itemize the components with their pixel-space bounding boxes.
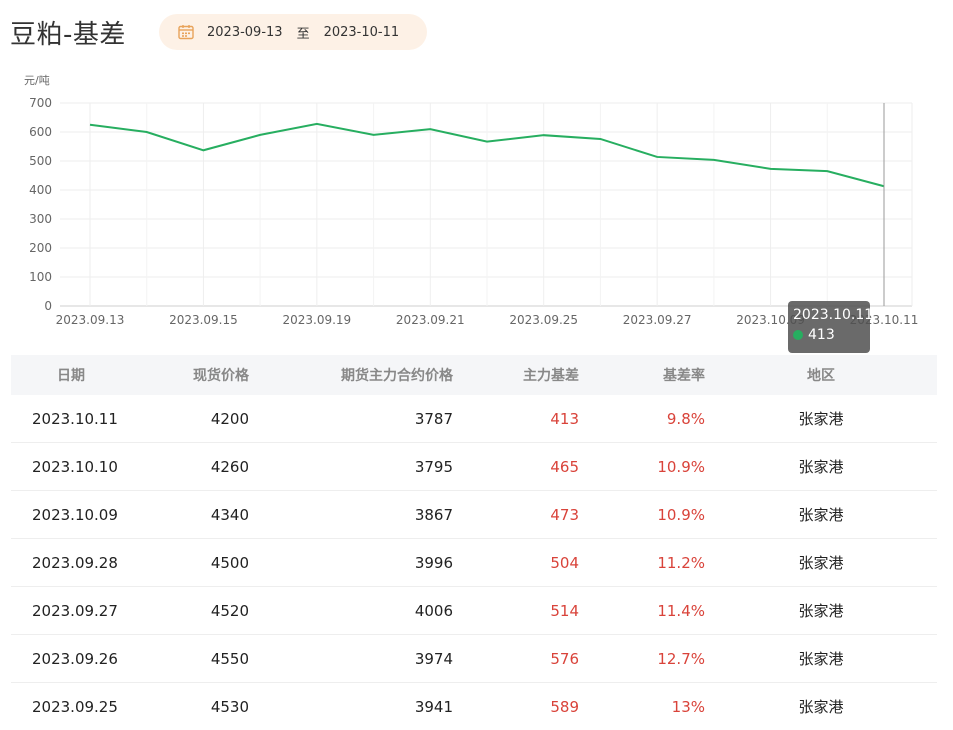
y-tick-label: 600 (29, 125, 52, 139)
cell-basis: 413 (550, 409, 579, 428)
cell-date: 2023.09.27 (32, 601, 118, 620)
cell-date: 2023.09.28 (32, 553, 118, 572)
cell-region: 张家港 (798, 650, 844, 668)
x-tick-label: 2023.10.09 (736, 313, 805, 327)
cell-futures-price: 3867 (414, 505, 453, 524)
y-axis-unit: 元/吨 (24, 74, 50, 87)
date-separator: 至 (296, 26, 310, 42)
x-tick-label: 2023.09.19 (282, 313, 351, 327)
cell-date: 2023.10.10 (32, 457, 118, 476)
cell-basis-rate: 11.2% (657, 553, 705, 572)
col-basis-rate-header[interactable]: 基差率 (663, 368, 705, 384)
cell-futures-price: 4006 (414, 601, 453, 620)
cell-spot-price: 4260 (210, 457, 249, 476)
y-tick-label: 0 (44, 299, 52, 313)
cell-basis-rate: 12.7% (657, 649, 705, 668)
col-region-header[interactable]: 地区 (807, 368, 835, 384)
x-tick-label: 2023.09.21 (396, 313, 465, 327)
x-tick-label: 2023.09.13 (56, 313, 125, 327)
chart-tooltip: 2023.10.11 413 (788, 301, 874, 353)
calendar-icon (177, 23, 195, 41)
cell-basis: 504 (550, 553, 579, 572)
cell-spot-price: 4550 (210, 649, 249, 668)
cell-region: 张家港 (798, 602, 844, 620)
table-row[interactable]: 2023.10.09 4340 3867 473 10.9% 张家港 (11, 491, 937, 539)
col-date-header[interactable]: 日期 (57, 368, 85, 384)
cell-date: 2023.09.26 (32, 649, 118, 668)
cell-basis: 589 (550, 697, 579, 716)
basis-chart[interactable]: 元/吨 0 100 200 300 400 500 600 700 2023.09.13 202… (0, 62, 953, 353)
cell-region: 张家港 (798, 554, 844, 572)
table-header: 日期 现货价格 期货主力合约价格 主力基差 基差率 地区 (11, 355, 937, 395)
col-futures-price-header[interactable]: 期货主力合约价格 (341, 368, 453, 384)
cell-basis-rate: 11.4% (657, 601, 705, 620)
y-tick-label: 200 (29, 241, 52, 255)
cell-basis: 465 (550, 457, 579, 476)
cell-basis-rate: 10.9% (657, 505, 705, 524)
page-title: 豆粕-基差 (10, 20, 126, 50)
date-end[interactable]: 2023-10-11 (323, 24, 400, 40)
basis-table: 日期 现货价格 期货主力合约价格 主力基差 基差率 地区 2023.10.11 4… (11, 355, 937, 730)
table-row[interactable]: 2023.09.25 4530 3941 589 13% 张家港 (11, 683, 937, 730)
y-tick-label: 500 (29, 154, 52, 168)
table-body: 2023.10.11 4200 3787 413 9.8% 张家港 2023.10.10 42… (11, 395, 937, 730)
table-row[interactable]: 2023.09.26 4550 3974 576 12.7% 张家港 (11, 635, 937, 683)
tooltip-value: 413 (808, 327, 835, 343)
table-row[interactable]: 2023.10.11 4200 3787 413 9.8% 张家港 (11, 395, 937, 443)
tooltip-date: 2023.10.11 (793, 307, 874, 323)
cell-region: 张家港 (798, 698, 844, 716)
cell-basis: 514 (550, 601, 579, 620)
date-range-picker[interactable]: 2023-09-13 至 2023-10-11 (159, 14, 427, 50)
cell-basis: 473 (550, 505, 579, 524)
y-tick-label: 700 (29, 96, 52, 110)
table-row[interactable]: 2023.10.10 4260 3795 465 10.9% 张家港 (11, 443, 937, 491)
header: 豆粕-基差 2023-09-13 至 2023-10-11 (0, 0, 953, 62)
y-tick-label: 100 (29, 270, 52, 284)
cell-date: 2023.10.11 (32, 409, 118, 428)
cell-spot-price: 4520 (210, 601, 249, 620)
cell-date: 2023.09.25 (32, 697, 118, 716)
x-tick-label: 2023.09.25 (509, 313, 578, 327)
cell-futures-price: 3996 (414, 553, 453, 572)
chart-svg: 元/吨 0 100 200 300 400 500 600 700 2023.09.13 202… (24, 74, 918, 327)
cell-region: 张家港 (798, 458, 844, 476)
cell-futures-price: 3974 (414, 649, 453, 668)
cell-spot-price: 4530 (210, 697, 249, 716)
cell-spot-price: 4200 (210, 409, 249, 428)
cell-date: 2023.10.09 (32, 505, 118, 524)
y-tick-label: 400 (29, 183, 52, 197)
cell-spot-price: 4500 (210, 553, 249, 572)
col-spot-price-header[interactable]: 现货价格 (193, 368, 249, 384)
table-row[interactable]: 2023.09.27 4520 4006 514 11.4% 张家港 (11, 587, 937, 635)
x-tick-label: 2023.09.15 (169, 313, 238, 327)
cell-region: 张家港 (798, 506, 844, 524)
cell-region: 张家港 (798, 410, 844, 428)
tooltip-series-dot (793, 330, 803, 340)
cell-basis-rate: 9.8% (666, 409, 705, 428)
cell-futures-price: 3787 (414, 409, 453, 428)
table-row[interactable]: 2023.09.28 4500 3996 504 11.2% 张家港 (11, 539, 937, 587)
cell-basis-rate: 10.9% (657, 457, 705, 476)
cell-futures-price: 3941 (414, 697, 453, 716)
col-basis-header[interactable]: 主力基差 (523, 368, 579, 384)
cell-futures-price: 3795 (414, 457, 453, 476)
date-start[interactable]: 2023-09-13 (207, 24, 283, 40)
cell-spot-price: 4340 (210, 505, 249, 524)
cell-basis-rate: 13% (671, 697, 705, 716)
x-tick-label: 2023.09.27 (623, 313, 692, 327)
y-tick-label: 300 (29, 212, 52, 226)
cell-basis: 576 (550, 649, 579, 668)
